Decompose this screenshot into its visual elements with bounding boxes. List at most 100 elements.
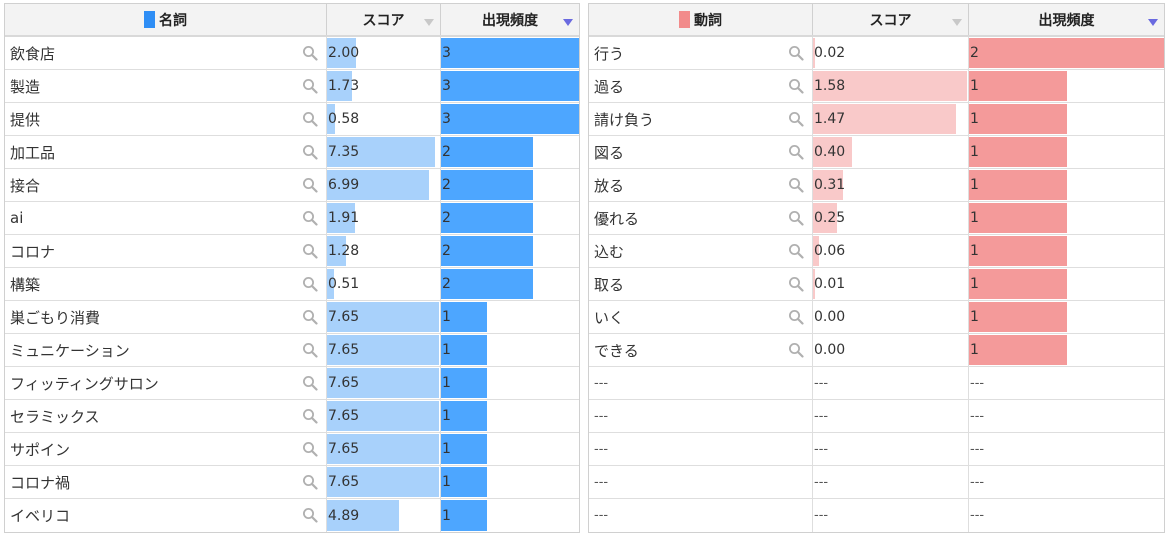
verb-word-column-header[interactable]: 動詞: [589, 4, 813, 35]
word-cell: 行う: [589, 37, 813, 69]
search-icon[interactable]: [302, 243, 318, 259]
word-cell: 巣ごもり消費: [5, 301, 327, 333]
search-icon[interactable]: [302, 507, 318, 523]
search-icon[interactable]: [302, 474, 318, 490]
word-text: 構築: [10, 275, 41, 294]
score-value: 7.65: [328, 408, 360, 424]
word-cell: できる: [589, 334, 813, 366]
search-icon[interactable]: [788, 342, 804, 358]
freq-value: 1: [970, 243, 979, 259]
noun-word-header-label: 名詞: [159, 12, 187, 29]
search-icon[interactable]: [788, 144, 804, 160]
freq-value: 1: [442, 507, 451, 524]
search-icon[interactable]: [788, 210, 804, 226]
search-icon[interactable]: [788, 45, 804, 61]
score-value: 7.65: [328, 309, 360, 325]
word-text: いく: [594, 308, 625, 327]
table-row: --- --- ---: [589, 433, 1164, 466]
freq-bar: [441, 302, 487, 332]
score-bar: [813, 269, 815, 299]
search-icon[interactable]: [302, 441, 318, 457]
freq-value: 1: [442, 375, 451, 391]
search-icon[interactable]: [302, 177, 318, 193]
freq-value: ---: [970, 508, 985, 523]
word-cell: フィッティングサロン: [5, 367, 327, 399]
freq-bar: [969, 203, 1067, 233]
word-text: 過る: [594, 77, 625, 96]
table-row: 接合 6.99 2: [5, 169, 579, 202]
search-icon[interactable]: [302, 144, 318, 160]
score-value: 0.25: [814, 210, 846, 226]
freq-cell: 1: [969, 103, 1164, 135]
score-cell: 7.65: [327, 466, 441, 498]
search-icon[interactable]: [788, 78, 804, 94]
freq-value: 3: [442, 111, 451, 127]
word-text: セラミックス: [10, 407, 100, 426]
search-icon[interactable]: [788, 177, 804, 193]
verb-legend-swatch: [679, 11, 690, 28]
freq-value: 1: [970, 342, 979, 358]
sort-down-icon[interactable]: [952, 19, 962, 26]
word-text: ai: [10, 209, 24, 227]
score-bar: [327, 170, 430, 200]
table-row: イベリコ 4.89 1: [5, 499, 579, 532]
sort-down-icon[interactable]: [563, 19, 573, 26]
search-icon[interactable]: [302, 342, 318, 358]
freq-cell: 1: [441, 367, 579, 399]
search-icon[interactable]: [302, 45, 318, 61]
search-icon[interactable]: [302, 210, 318, 226]
noun-word-column-header[interactable]: 名詞: [5, 4, 327, 35]
table-row: コロナ 1.28 2: [5, 235, 579, 268]
verb-score-header-label: スコア: [869, 12, 912, 29]
noun-score-column-header[interactable]: スコア: [327, 4, 441, 35]
word-text: できる: [594, 341, 639, 360]
search-icon[interactable]: [788, 309, 804, 325]
freq-bar: [441, 434, 487, 464]
table-row: --- --- ---: [589, 400, 1164, 433]
freq-bar: [441, 401, 487, 431]
score-value: 7.65: [328, 375, 360, 391]
noun-freq-column-header[interactable]: 出現頻度: [441, 4, 579, 35]
search-icon[interactable]: [788, 243, 804, 259]
freq-cell: 1: [969, 235, 1164, 267]
score-cell: 1.91: [327, 202, 441, 234]
score-bar: [813, 203, 838, 233]
search-icon[interactable]: [302, 111, 318, 127]
search-icon[interactable]: [302, 276, 318, 292]
sort-down-icon[interactable]: [424, 19, 434, 26]
freq-bar: [969, 137, 1067, 167]
score-bar: [327, 38, 357, 68]
score-cell: 7.65: [327, 400, 441, 432]
freq-cell: 2: [441, 169, 579, 201]
noun-table-body: 飲食店 2.00 3 製造 1.73 3 提供 0.58 3 加工品 7.35 2 接合 6.99 2 ai 1…: [5, 37, 579, 532]
word-cell: 飲食店: [5, 37, 327, 69]
verb-score-column-header[interactable]: スコア: [813, 4, 969, 35]
search-icon[interactable]: [788, 111, 804, 127]
freq-value: 1: [970, 144, 979, 160]
score-bar: [813, 236, 819, 266]
word-text: 提供: [10, 110, 41, 129]
freq-bar: [441, 170, 533, 200]
score-bar: [813, 137, 852, 167]
noun-score-header-label: スコア: [362, 12, 405, 29]
freq-bar: [969, 302, 1067, 332]
score-value: 1.28: [328, 243, 360, 259]
verb-freq-column-header[interactable]: 出現頻度: [969, 4, 1164, 35]
search-icon[interactable]: [302, 375, 318, 391]
score-cell: 0.31: [813, 169, 969, 201]
freq-value: 1: [970, 177, 979, 193]
search-icon[interactable]: [302, 309, 318, 325]
score-value: ---: [814, 441, 829, 457]
search-icon[interactable]: [788, 276, 804, 292]
score-value: 2.00: [328, 45, 360, 61]
sort-down-icon[interactable]: [1148, 19, 1158, 26]
search-icon[interactable]: [302, 408, 318, 424]
word-text: 飲食店: [10, 44, 56, 63]
verb-table: 動詞 スコア 出現頻度 行う 0.02 2 過る 1.58 1 請け負う 1.47 1 図る 0.4…: [588, 3, 1165, 533]
table-row: 過る 1.58 1: [589, 70, 1164, 103]
freq-value: 2: [442, 177, 451, 193]
word-text: フィッティングサロン: [10, 374, 159, 393]
search-icon[interactable]: [302, 78, 318, 94]
score-cell: ---: [813, 400, 969, 432]
score-cell: 7.35: [327, 136, 441, 168]
